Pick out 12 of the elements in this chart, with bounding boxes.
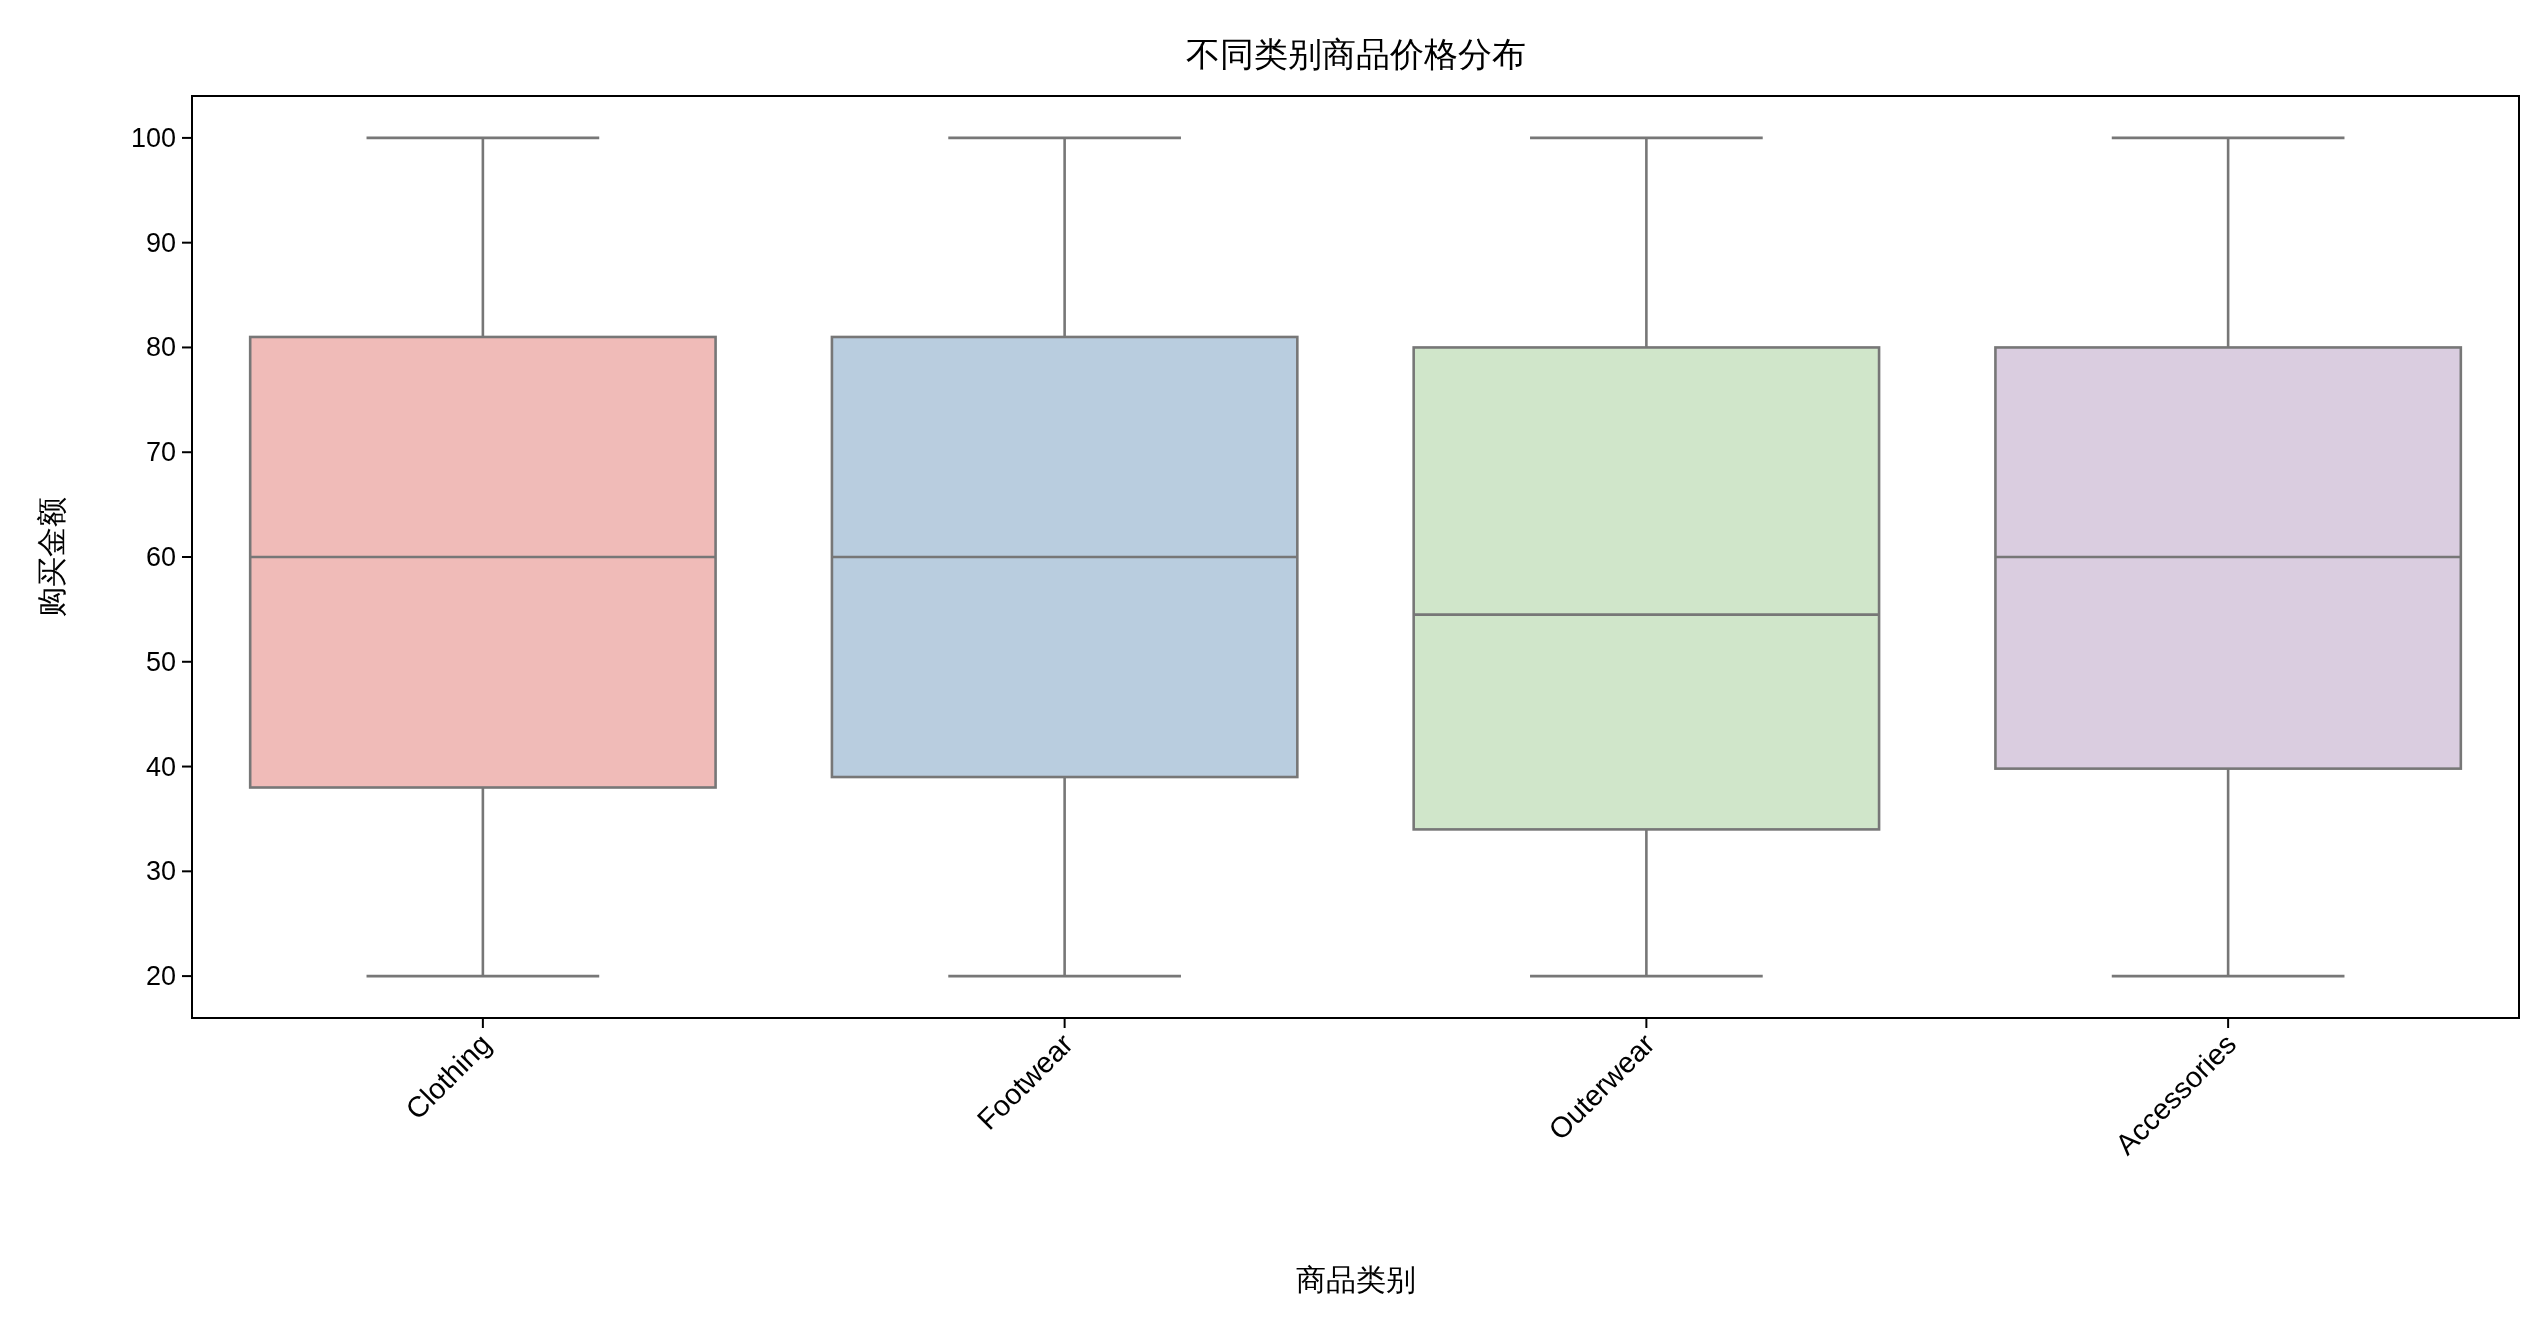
y-tick-label: 20 (145, 961, 176, 992)
y-tick-label: 60 (145, 542, 176, 572)
y-tick-label: 50 (145, 646, 176, 677)
y-axis-title: 购买金额 (35, 497, 68, 617)
y-tick-label: 30 (145, 856, 176, 887)
y-tick-label: 70 (145, 437, 176, 468)
chart-title: 不同类别商品价格分布 (1185, 35, 1526, 73)
y-tick-label: 90 (145, 227, 176, 258)
y-tick-label: 80 (145, 332, 176, 363)
y-tick-label: 40 (145, 751, 176, 782)
y-tick-label: 100 (130, 122, 176, 153)
x-axis-title: 商品类别 (1295, 1263, 1416, 1296)
